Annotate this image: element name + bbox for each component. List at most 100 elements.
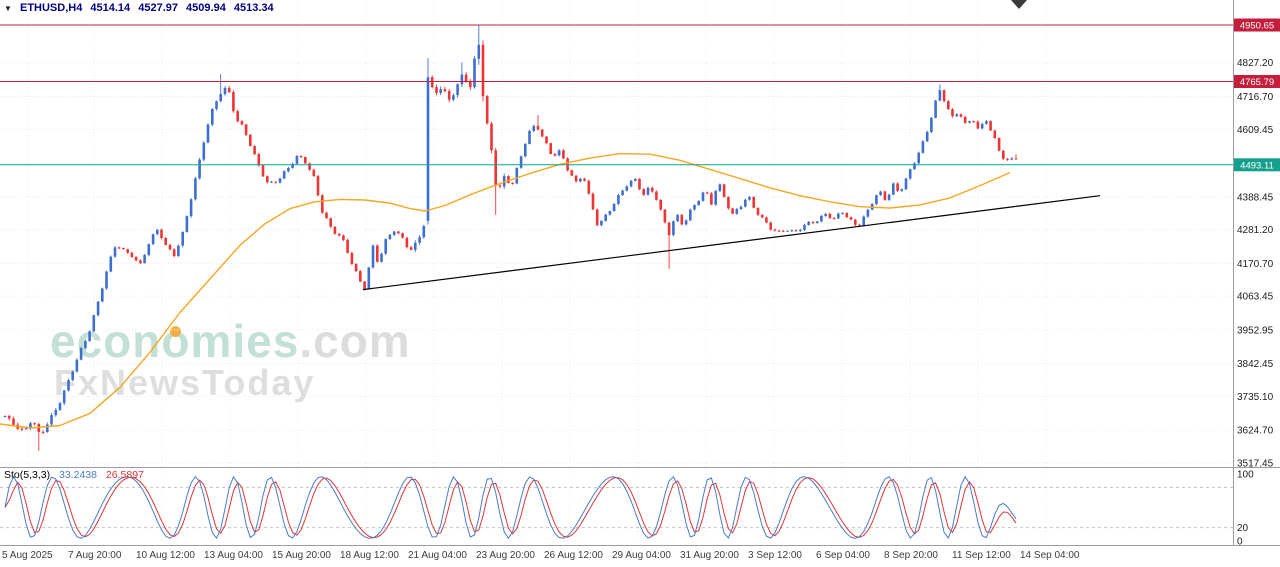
candle-body bbox=[257, 154, 261, 166]
candle-body bbox=[96, 301, 100, 316]
candle-body bbox=[414, 242, 417, 250]
chart-dropdown-icon[interactable]: ▼ bbox=[4, 4, 12, 13]
candle bbox=[7, 414, 11, 421]
candle-body bbox=[113, 247, 117, 257]
candle-body bbox=[354, 264, 358, 272]
candle-body bbox=[659, 199, 662, 210]
stochastic-k-value: 33.2438 bbox=[59, 469, 97, 481]
candle-body bbox=[253, 146, 256, 155]
candle-body bbox=[380, 253, 383, 262]
candle bbox=[388, 233, 392, 240]
candle-body bbox=[211, 109, 214, 125]
candle bbox=[439, 86, 442, 96]
candle bbox=[494, 148, 497, 215]
candle bbox=[134, 256, 138, 262]
candle bbox=[109, 255, 113, 273]
candle-body bbox=[824, 213, 827, 216]
candle-body bbox=[33, 423, 36, 425]
candle-body bbox=[519, 156, 523, 168]
panel-divider[interactable] bbox=[0, 467, 1280, 468]
candle-body bbox=[875, 195, 878, 204]
candle-body bbox=[900, 189, 904, 191]
candle bbox=[824, 212, 827, 217]
candle-body bbox=[485, 96, 489, 124]
candle-body bbox=[376, 245, 379, 262]
candle-body bbox=[494, 150, 497, 186]
candle bbox=[515, 167, 519, 185]
trendline[interactable] bbox=[362, 195, 1101, 291]
candle bbox=[562, 149, 565, 160]
candle bbox=[794, 229, 798, 232]
candle bbox=[667, 221, 671, 270]
candle-body bbox=[634, 178, 637, 181]
candle bbox=[194, 176, 197, 201]
candle bbox=[811, 221, 815, 225]
price-tick-label: 3952.95 bbox=[1237, 325, 1274, 336]
stoch-signal-line bbox=[4, 476, 1017, 539]
candle bbox=[676, 213, 679, 222]
candle-body bbox=[439, 89, 442, 93]
candle bbox=[545, 136, 548, 145]
candle bbox=[540, 128, 544, 138]
candle-body bbox=[621, 190, 624, 195]
candle bbox=[354, 262, 358, 272]
candle bbox=[282, 170, 286, 180]
candle-body bbox=[972, 121, 975, 123]
candle-body bbox=[3, 416, 7, 417]
candle bbox=[820, 215, 823, 223]
candle bbox=[705, 191, 709, 195]
candle-body bbox=[557, 150, 561, 156]
candle bbox=[600, 220, 603, 227]
candle bbox=[769, 221, 772, 231]
price-axis-separator[interactable] bbox=[1233, 0, 1234, 545]
chart-shift-marker-icon[interactable] bbox=[1011, 0, 1027, 9]
candle bbox=[959, 113, 963, 118]
candle-body bbox=[12, 418, 15, 425]
candle-body bbox=[815, 221, 819, 223]
candle bbox=[591, 192, 595, 210]
candle-body bbox=[282, 171, 286, 179]
candle-body bbox=[904, 178, 908, 190]
grid bbox=[0, 0, 1233, 543]
candle bbox=[443, 86, 447, 93]
candle-body bbox=[50, 415, 53, 425]
candle bbox=[532, 124, 536, 133]
candle bbox=[185, 215, 189, 233]
candle-body bbox=[862, 216, 865, 226]
candle bbox=[883, 190, 887, 201]
candle-body bbox=[295, 156, 299, 164]
candle bbox=[519, 155, 523, 169]
price-tick-label: 3842.45 bbox=[1237, 359, 1274, 370]
candle bbox=[342, 234, 345, 242]
candle bbox=[908, 168, 912, 180]
candle-body bbox=[714, 191, 717, 205]
candle bbox=[299, 155, 303, 159]
candle bbox=[418, 235, 421, 245]
candle bbox=[181, 231, 184, 248]
candle-body bbox=[727, 196, 730, 209]
candle-body bbox=[790, 230, 794, 232]
candle-body bbox=[177, 245, 180, 257]
candle bbox=[346, 238, 349, 254]
candle bbox=[253, 145, 256, 156]
watermark-secondary-line: FxNewsToday bbox=[54, 361, 316, 403]
candle bbox=[828, 212, 832, 219]
time-axis-label: 14 Sep 04:00 bbox=[1020, 550, 1080, 561]
candle bbox=[837, 212, 840, 220]
candle bbox=[117, 246, 121, 250]
candle-body bbox=[841, 212, 844, 214]
candle-body bbox=[147, 244, 151, 255]
candle-body bbox=[130, 252, 134, 258]
moving-average-line bbox=[0, 152, 1011, 429]
stoch-axis-label: 20 bbox=[1237, 523, 1249, 534]
candle bbox=[33, 422, 36, 426]
axes: 4827.20 4716.70 4609.45 4388.45 4281.20 4170.… bbox=[2, 18, 1280, 561]
candle bbox=[854, 218, 857, 226]
candle-body bbox=[786, 230, 789, 232]
candle-body bbox=[917, 152, 920, 164]
candle bbox=[646, 186, 650, 196]
time-axis-label: 26 Aug 12:00 bbox=[544, 550, 603, 561]
candle-body bbox=[244, 124, 248, 135]
candle-body bbox=[938, 90, 942, 101]
